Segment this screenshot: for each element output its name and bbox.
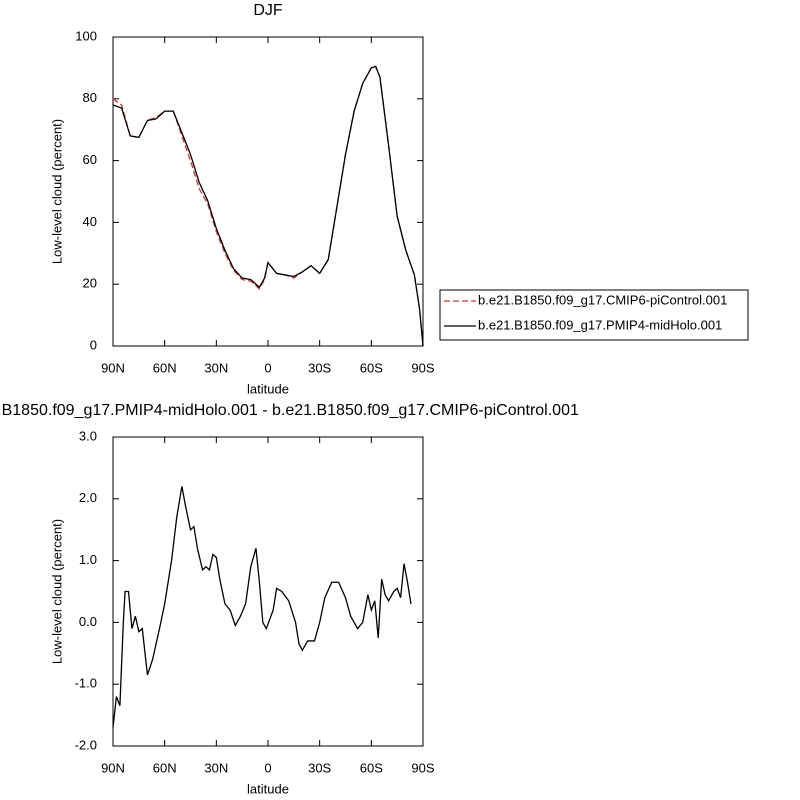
legend-label: b.e21.B1850.f09_g17.PMIP4-midHolo.001 <box>478 317 722 332</box>
y-tick-label: 60 <box>83 152 97 167</box>
x-tick-label: 90S <box>411 360 434 375</box>
y-tick-label: 0 <box>90 337 97 352</box>
y-axis-label: Low-level cloud (percent) <box>49 519 64 664</box>
y-tick-label: 2.0 <box>79 490 97 505</box>
x-tick-label: 30S <box>308 760 331 775</box>
x-tick-label: 60S <box>360 360 383 375</box>
x-tick-label: 90N <box>101 760 125 775</box>
data-line <box>112 65 424 347</box>
x-tick-label: 30N <box>204 760 228 775</box>
x-tick-label: 90N <box>101 360 125 375</box>
chart-title: b.e21.B1850.f09_g17.PMIP4-midHolo.001 - … <box>0 402 579 419</box>
data-line <box>112 486 412 728</box>
y-tick-label: -1.0 <box>75 676 97 691</box>
plot-frame <box>112 436 424 747</box>
x-axis-label: latitude <box>247 381 289 396</box>
x-tick-label: 60N <box>153 360 177 375</box>
legend-label: b.e21.B1850.f09_g17.CMIP6-piControl.001 <box>478 292 727 307</box>
x-tick-label: 30S <box>308 360 331 375</box>
x-tick-label: 60S <box>360 760 383 775</box>
y-tick-label: 100 <box>75 28 97 43</box>
y-tick-label: 40 <box>83 214 97 229</box>
x-tick-label: 60N <box>153 760 177 775</box>
legend-box <box>439 289 749 341</box>
plot-frame <box>112 36 424 347</box>
y-tick-label: 20 <box>83 276 97 291</box>
x-tick-label: 0 <box>264 760 271 775</box>
y-tick-label: 80 <box>83 90 97 105</box>
y-axis-label: Low-level cloud (percent) <box>49 119 64 264</box>
y-tick-label: 0.0 <box>79 614 97 629</box>
y-tick-label: -2.0 <box>75 737 97 752</box>
x-tick-label: 0 <box>264 360 271 375</box>
y-tick-label: 3.0 <box>79 428 97 443</box>
x-tick-label: 30N <box>204 360 228 375</box>
chart-title: DJF <box>253 2 283 19</box>
data-line <box>112 65 424 347</box>
x-axis-label: latitude <box>247 781 289 796</box>
y-tick-label: 1.0 <box>79 552 97 567</box>
x-tick-label: 90S <box>411 760 434 775</box>
